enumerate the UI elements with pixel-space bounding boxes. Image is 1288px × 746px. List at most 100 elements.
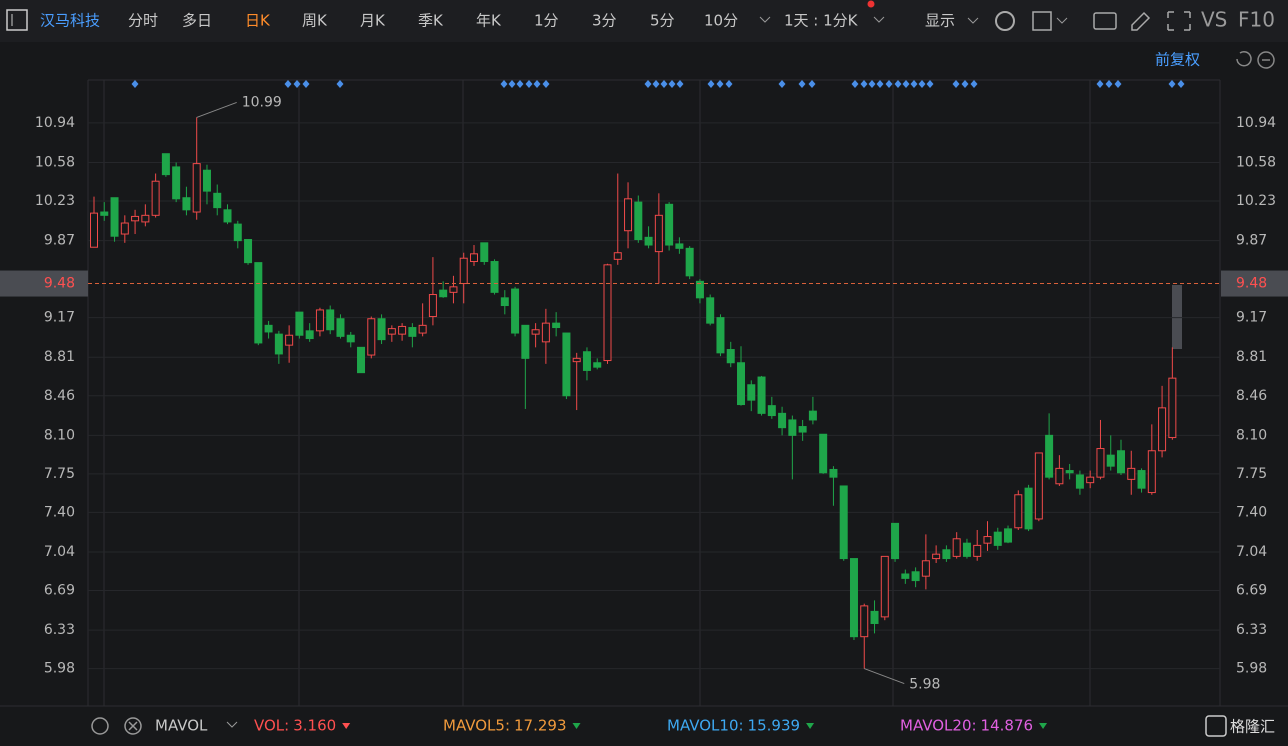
draw-box-icon[interactable] [1032, 11, 1052, 31]
event-marker[interactable] [508, 80, 516, 88]
event-marker[interactable] [525, 80, 533, 88]
y-tick-label-right: 9.87 [1236, 233, 1267, 249]
candle-body [675, 243, 684, 249]
candle-body [1004, 528, 1013, 543]
event-marker[interactable] [542, 80, 550, 88]
event-marker[interactable] [902, 80, 910, 88]
event-marker[interactable] [860, 80, 868, 88]
candle-body [326, 309, 335, 331]
candle-body [993, 531, 1002, 546]
candle-body [695, 280, 704, 299]
candle-body [552, 322, 561, 329]
period-tab[interactable]: 1分 [534, 12, 559, 30]
candle-body [377, 318, 386, 341]
event-marker[interactable] [716, 80, 724, 88]
event-marker[interactable] [500, 80, 508, 88]
period-tab[interactable]: 3分 [592, 12, 617, 30]
chevron[interactable] [967, 17, 979, 24]
event-marker[interactable] [778, 80, 786, 88]
fullscreen-icon[interactable] [1167, 11, 1191, 31]
candle-body [1075, 474, 1084, 489]
event-marker[interactable] [798, 80, 806, 88]
menu-icon[interactable] [6, 9, 28, 31]
reset-icon[interactable] [1236, 51, 1252, 67]
indicator-bar: MAVOL VOL: 3.160 MAVOL5: 17.293 MAVOL10: 15.9… [91, 717, 1048, 735]
f10-button[interactable]: F10 [1238, 8, 1275, 32]
period-tab[interactable]: 5分 [650, 12, 675, 30]
event-marker[interactable] [676, 80, 684, 88]
candle-body [254, 262, 263, 344]
event-marker[interactable] [131, 80, 139, 88]
candle-body [480, 242, 489, 263]
candle-body [1034, 452, 1043, 520]
event-marker[interactable] [910, 80, 918, 88]
period-tab[interactable]: 10分 [704, 12, 738, 30]
event-marker[interactable] [1177, 80, 1185, 88]
settings-icon[interactable] [91, 717, 109, 735]
event-marker[interactable] [1105, 80, 1113, 88]
period-tab[interactable]: 月K [360, 12, 386, 30]
chevron[interactable] [759, 16, 771, 23]
y-tick-label-right: 6.69 [1236, 582, 1267, 598]
event-marker[interactable] [894, 80, 902, 88]
y-tick-label-right: 7.04 [1236, 544, 1267, 560]
display[interactable]: 显示 [925, 12, 955, 30]
period-tab[interactable]: 季K [418, 12, 444, 30]
camera-icon[interactable] [1093, 12, 1117, 30]
event-marker[interactable] [707, 80, 715, 88]
pen-icon[interactable] [1131, 11, 1151, 31]
event-marker[interactable] [876, 80, 884, 88]
event-marker[interactable] [970, 80, 978, 88]
period-tab[interactable]: 分时 [128, 12, 158, 30]
indicator-name[interactable]: MAVOL [155, 717, 208, 735]
period-tab[interactable]: 多日 [182, 12, 212, 30]
candle-body [428, 294, 437, 318]
chevron[interactable] [873, 16, 885, 23]
event-marker[interactable] [1096, 80, 1104, 88]
event-marker[interactable] [1114, 80, 1122, 88]
event-marker[interactable] [284, 80, 292, 88]
event-marker[interactable] [885, 80, 893, 88]
candle-body [264, 324, 273, 333]
event-marker[interactable] [516, 80, 524, 88]
chevron[interactable] [1056, 17, 1068, 24]
candle-body [459, 257, 468, 285]
event-marker[interactable] [293, 80, 301, 88]
stock-name[interactable]: 汉马科技 [40, 12, 100, 30]
candle-body [408, 327, 417, 337]
y-tick-label: 7.40 [44, 504, 75, 520]
y-tick-label-right: 7.75 [1236, 466, 1267, 482]
event-marker[interactable] [652, 80, 660, 88]
event-marker[interactable] [808, 80, 816, 88]
close-icon[interactable] [124, 717, 142, 735]
event-marker[interactable] [533, 80, 541, 88]
chevron[interactable] [226, 721, 238, 728]
event-marker[interactable] [668, 80, 676, 88]
event-marker[interactable] [961, 80, 969, 88]
event-marker[interactable] [660, 80, 668, 88]
event-marker[interactable] [952, 80, 960, 88]
adjust-mode[interactable]: 前复权 [1155, 51, 1200, 69]
event-marker[interactable] [725, 80, 733, 88]
vs-button[interactable]: VS [1201, 8, 1227, 32]
candle-body [634, 201, 643, 241]
candle-body [100, 211, 109, 216]
candle-body [500, 297, 509, 307]
event-marker[interactable] [918, 80, 926, 88]
settings-icon[interactable] [995, 11, 1015, 31]
period-tab[interactable]: 日K [245, 12, 271, 30]
period-tab[interactable]: 周K [302, 12, 328, 30]
event-marker[interactable] [644, 80, 652, 88]
period-tab[interactable]: 年K [476, 12, 502, 30]
event-marker[interactable] [1168, 80, 1176, 88]
zoom-out-icon[interactable] [1257, 51, 1275, 69]
event-marker[interactable] [851, 80, 859, 88]
interval[interactable]: 1天 : 1分K [784, 12, 859, 30]
candle-body [839, 485, 848, 560]
event-marker[interactable] [302, 80, 310, 88]
event-marker[interactable] [868, 80, 876, 88]
event-marker[interactable] [336, 80, 344, 88]
candle-body [901, 573, 910, 579]
candle-body [1147, 450, 1156, 494]
event-marker[interactable] [926, 80, 934, 88]
